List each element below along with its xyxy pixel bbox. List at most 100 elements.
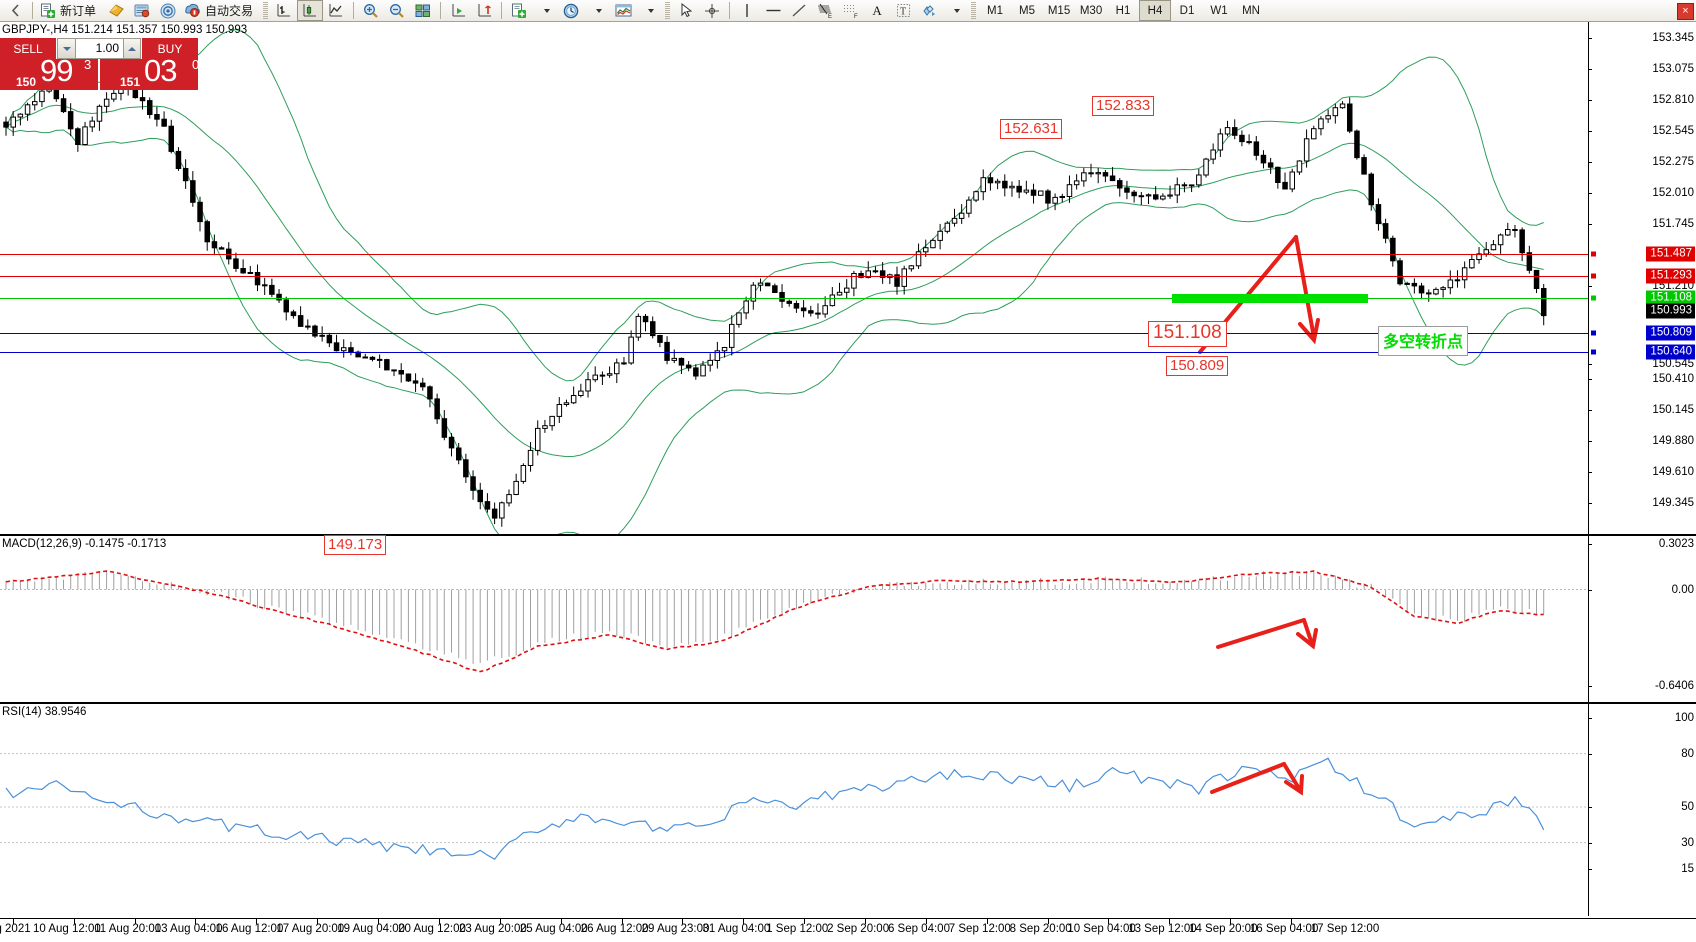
macd-axis[interactable]: 0.3023 0.00 -0.6406 xyxy=(1588,536,1696,702)
expert-advisor-icon[interactable] xyxy=(103,0,129,21)
period-icon[interactable] xyxy=(558,0,584,21)
channel-icon[interactable]: F xyxy=(838,0,864,21)
autotrading-button[interactable]: 自动交易 xyxy=(181,0,260,21)
volume-dropdown-icon[interactable] xyxy=(58,39,76,58)
toolbar-separator xyxy=(440,2,442,19)
macd-pane[interactable]: MACD(12,26,9) -0.1475 -0.1713 0.3023 0.00… xyxy=(0,536,1696,702)
volume-spinner-up-icon[interactable] xyxy=(123,39,140,58)
crosshair-icon[interactable] xyxy=(699,0,725,21)
chart-annotation[interactable]: 149.173 xyxy=(324,535,387,555)
chart-annotation[interactable]: 152.631 xyxy=(1000,119,1063,139)
bar-chart-icon[interactable] xyxy=(271,0,297,21)
buy-price-display[interactable]: 151 03 0 xyxy=(100,59,198,90)
price-level-label[interactable]: 150.640 xyxy=(1646,344,1695,360)
time-tick xyxy=(195,919,197,924)
templates-dropdown[interactable] xyxy=(532,0,558,21)
data-window-icon[interactable] xyxy=(129,0,155,21)
indicators-dropdown[interactable] xyxy=(636,0,662,21)
timeframe-m5[interactable]: M5 xyxy=(1019,4,1036,17)
timeframe-m1[interactable]: M1 xyxy=(987,4,1004,17)
price-level-label[interactable]: 151.293 xyxy=(1646,268,1695,284)
price-plot[interactable] xyxy=(0,22,1588,534)
time-tick xyxy=(925,919,927,924)
price-level-label[interactable]: 151.487 xyxy=(1646,246,1695,262)
timeframe-h1[interactable]: H1 xyxy=(1115,4,1131,17)
price-pane[interactable]: 153.345 153.075 152.810 152.545 152.275 152.0… xyxy=(0,22,1696,555)
auto-scroll-icon[interactable] xyxy=(471,0,497,21)
price-level-handle[interactable] xyxy=(1590,250,1597,258)
toolbar-grip[interactable] xyxy=(665,2,671,19)
price-level-line[interactable] xyxy=(0,276,1588,278)
time-tick-label: 31 Aug 04:00 xyxy=(702,923,771,935)
time-tick-label: 10 Aug 12:00 xyxy=(32,923,101,935)
navigator-icon[interactable] xyxy=(155,0,181,21)
volume-input[interactable]: 1.00 xyxy=(76,39,123,58)
chart-grid-icon[interactable] xyxy=(410,0,436,21)
price-level-handle[interactable] xyxy=(1590,272,1597,280)
label-icon[interactable]: T xyxy=(890,0,916,21)
chart-area[interactable]: 153.345 153.075 152.810 152.545 152.275 152.0… xyxy=(0,22,1696,942)
rsi-pane[interactable]: RSI(14) 38.9546 100 80 50 30 15 xyxy=(0,704,1696,916)
timeframe-m30[interactable]: M30 xyxy=(1079,4,1103,17)
price-level-handle[interactable] xyxy=(1590,329,1597,337)
price-level-label[interactable]: 150.809 xyxy=(1646,325,1695,341)
timeframe-h4[interactable]: H4 xyxy=(1139,0,1172,21)
one-click-trading-panel[interactable]: SELL 1.00 BUY 150 99 3 151 03 0 xyxy=(0,38,198,90)
svg-text:F: F xyxy=(854,14,858,19)
toolbar-grip[interactable] xyxy=(971,2,977,19)
templates-icon[interactable] xyxy=(506,0,532,21)
axis-tick-label: 150.410 xyxy=(1652,373,1694,386)
indicators-icon[interactable] xyxy=(610,0,636,21)
zoom-in-icon[interactable] xyxy=(358,0,384,21)
axis-tick-label: 15 xyxy=(1681,863,1694,876)
chart-annotation[interactable]: 152.833 xyxy=(1092,96,1155,116)
toolbar-grip[interactable] xyxy=(263,2,269,19)
close-icon[interactable]: × xyxy=(1677,3,1694,20)
price-axis[interactable]: 153.345 153.075 152.810 152.545 152.275 152.0… xyxy=(1588,22,1696,534)
chevron-down-icon xyxy=(62,46,71,51)
line-chart-icon[interactable] xyxy=(323,0,349,21)
price-level-line[interactable] xyxy=(0,352,1588,354)
text-icon[interactable]: A xyxy=(872,2,882,18)
timeframe-w1[interactable]: W1 xyxy=(1210,4,1228,17)
candlestick-chart-icon[interactable] xyxy=(297,0,324,21)
toolbar-left-arrow-icon[interactable] xyxy=(2,0,28,21)
rsi-plot[interactable] xyxy=(0,704,1588,916)
time-tick-label: 7 Sep 12:00 xyxy=(948,923,1011,935)
cursor-icon[interactable] xyxy=(673,0,699,21)
horizontal-line-icon[interactable] xyxy=(760,0,786,21)
axis-tick-label: 100 xyxy=(1674,712,1694,724)
sell-price-display[interactable]: 150 99 3 xyxy=(0,59,98,90)
chart-annotation[interactable]: 151.108 xyxy=(1148,321,1227,347)
trendline-icon[interactable] xyxy=(786,0,812,21)
price-level-label[interactable]: 150.993 xyxy=(1646,303,1695,319)
sell-button[interactable]: SELL xyxy=(0,38,56,59)
support-zone-highlight[interactable] xyxy=(1172,294,1368,303)
fibo-icon[interactable]: E xyxy=(812,0,838,21)
vertical-line-icon[interactable] xyxy=(734,0,760,21)
buy-button[interactable]: BUY xyxy=(142,38,198,59)
period-dropdown[interactable] xyxy=(584,0,610,21)
timeframe-d1[interactable]: D1 xyxy=(1179,4,1195,17)
new-order-button[interactable]: 新订单 xyxy=(37,0,103,21)
zoom-out-icon[interactable] xyxy=(384,0,410,21)
shapes-icon[interactable] xyxy=(916,0,942,21)
timeframe-mn[interactable]: MN xyxy=(1242,4,1260,17)
price-level-line[interactable] xyxy=(0,298,1588,299)
shift-end-icon[interactable] xyxy=(445,0,471,21)
price-level-handle[interactable] xyxy=(1590,348,1597,356)
rsi-axis[interactable]: 100 80 50 30 15 xyxy=(1588,704,1696,916)
volume-stepper[interactable]: 1.00 xyxy=(57,38,141,59)
macd-plot[interactable] xyxy=(0,536,1588,702)
time-tick-label: 16 Aug 12:00 xyxy=(215,923,284,935)
axis-tick-label: 80 xyxy=(1681,747,1694,760)
shapes-dropdown[interactable] xyxy=(942,0,968,21)
price-level-line[interactable] xyxy=(0,253,1588,255)
price-level-label[interactable]: 151.108 xyxy=(1646,290,1695,306)
timeframe-m15[interactable]: M15 xyxy=(1047,4,1071,17)
price-level-line[interactable] xyxy=(0,332,1588,334)
chinese-annotation[interactable]: 多空转折点 xyxy=(1378,326,1469,356)
chart-annotation[interactable]: 150.809 xyxy=(1166,356,1229,376)
price-level-handle[interactable] xyxy=(1590,294,1597,302)
